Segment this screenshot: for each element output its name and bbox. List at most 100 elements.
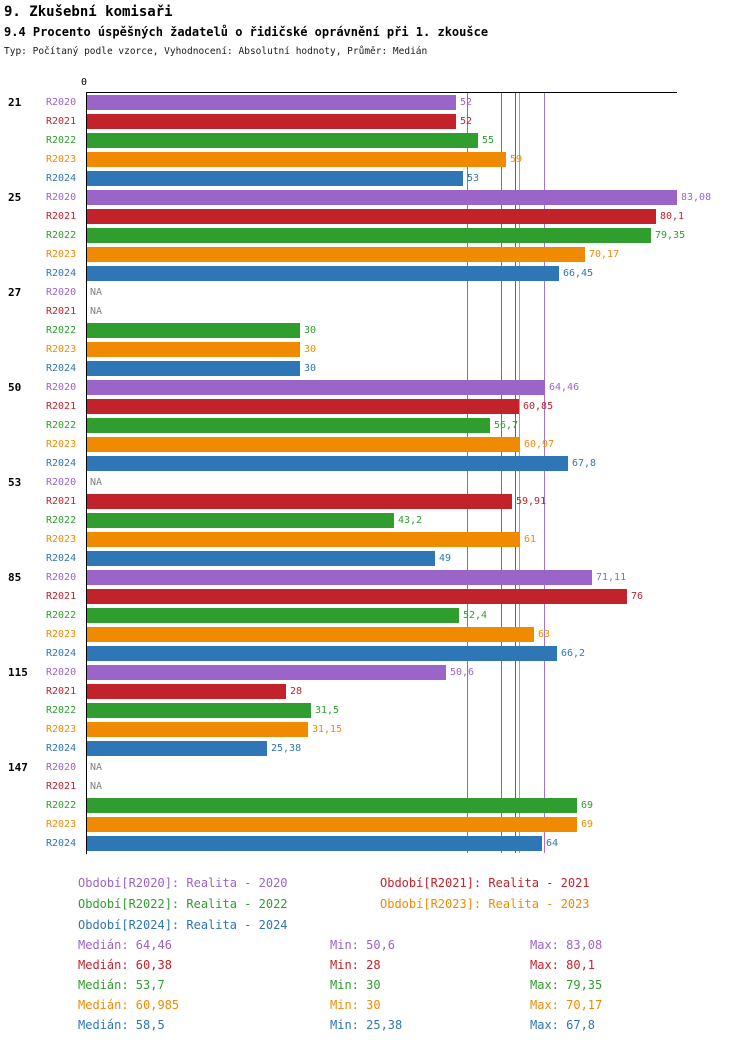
series-label-R2021: R2021 [46, 116, 77, 127]
value-label-147-R2024: 64 [546, 838, 559, 849]
na-value-label: NA [90, 477, 103, 488]
bar-53-R2021 [87, 494, 512, 509]
group-label-27: 27 [8, 286, 22, 299]
group-label-115: 115 [8, 666, 28, 679]
value-label-115-R2023: 31,15 [312, 724, 343, 735]
value-label-147-R2023: 69 [581, 819, 594, 830]
stat-min-2: Min: 30 [330, 978, 381, 992]
value-label-27-R2022: 30 [304, 325, 317, 336]
series-label-R2024: R2024 [46, 363, 77, 374]
chart-title: 9.4 Procento úspěšných žadatelů o řidičs… [4, 25, 489, 39]
bar-21-R2021 [87, 114, 456, 129]
group-label-147: 147 [8, 761, 28, 774]
bar-147-R2022 [87, 798, 577, 813]
value-label-85-R2024: 66,2 [561, 648, 586, 659]
x-axis-line [86, 92, 677, 93]
group-label-53: 53 [8, 476, 22, 489]
stat-max-2: Max: 79,35 [530, 978, 603, 992]
group-label-25: 25 [8, 191, 22, 204]
series-label-R2021: R2021 [46, 591, 77, 602]
bar-21-R2023 [87, 152, 506, 167]
bar-115-R2020 [87, 665, 446, 680]
stat-median-0: Medián: 64,46 [78, 938, 172, 952]
stat-max-1: Max: 80,1 [530, 958, 596, 972]
series-label-R2023: R2023 [46, 344, 77, 355]
value-label-115-R2022: 31,5 [315, 705, 340, 716]
value-label-27-R2023: 30 [304, 344, 317, 355]
value-label-115-R2020: 50,6 [450, 667, 475, 678]
series-label-R2020: R2020 [46, 477, 77, 488]
value-label-50-R2021: 60,85 [523, 401, 554, 412]
bar-50-R2023 [87, 437, 520, 452]
bar-85-R2021 [87, 589, 627, 604]
na-value-label: NA [90, 781, 103, 792]
axis-origin-label: 0 [81, 77, 88, 88]
bar-115-R2024 [87, 741, 267, 756]
series-label-R2021: R2021 [46, 781, 77, 792]
value-label-21-R2020: 52 [460, 97, 473, 108]
series-label-R2022: R2022 [46, 420, 77, 431]
value-label-50-R2023: 60,97 [524, 439, 555, 450]
series-label-R2021: R2021 [46, 306, 77, 317]
bar-85-R2023 [87, 627, 534, 642]
stat-min-0: Min: 50,6 [330, 938, 396, 952]
stat-min-1: Min: 28 [330, 958, 381, 972]
series-label-R2021: R2021 [46, 211, 77, 222]
value-label-27-R2024: 30 [304, 363, 317, 374]
value-label-53-R2023: 61 [524, 534, 537, 545]
na-value-label: NA [90, 287, 103, 298]
stat-min-3: Min: 30 [330, 998, 381, 1012]
series-label-R2022: R2022 [46, 515, 77, 526]
series-label-R2023: R2023 [46, 724, 77, 735]
value-label-85-R2020: 71,11 [596, 572, 627, 583]
value-label-115-R2021: 28 [290, 686, 303, 697]
value-label-25-R2023: 70,17 [589, 249, 620, 260]
legend-item-3: Období[R2023]: Realita - 2023 [380, 897, 590, 911]
bar-115-R2023 [87, 722, 308, 737]
bar-85-R2022 [87, 608, 459, 623]
value-label-115-R2024: 25,38 [271, 743, 302, 754]
bar-25-R2022 [87, 228, 651, 243]
value-label-25-R2020: 83,08 [681, 192, 712, 203]
value-label-53-R2024: 49 [439, 553, 452, 564]
stat-median-4: Medián: 58,5 [78, 1018, 165, 1032]
value-label-53-R2022: 43,2 [398, 515, 423, 526]
series-label-R2021: R2021 [46, 686, 77, 697]
value-label-50-R2024: 67,8 [572, 458, 597, 469]
legend-item-0: Období[R2020]: Realita - 2020 [78, 876, 288, 890]
value-label-21-R2022: 55 [482, 135, 495, 146]
bar-147-R2023 [87, 817, 577, 832]
series-label-R2022: R2022 [46, 610, 77, 621]
bar-21-R2022 [87, 133, 478, 148]
median-line-R2020 [544, 93, 545, 853]
bar-25-R2024 [87, 266, 559, 281]
bar-50-R2020 [87, 380, 545, 395]
value-label-25-R2022: 79,35 [655, 230, 686, 241]
series-label-R2022: R2022 [46, 230, 77, 241]
legend-item-2: Období[R2022]: Realita - 2022 [78, 897, 288, 911]
series-label-R2022: R2022 [46, 800, 77, 811]
bar-53-R2023 [87, 532, 520, 547]
value-label-147-R2022: 69 [581, 800, 594, 811]
series-label-R2023: R2023 [46, 439, 77, 450]
series-label-R2020: R2020 [46, 287, 77, 298]
bar-50-R2022 [87, 418, 490, 433]
series-label-R2022: R2022 [46, 135, 77, 146]
series-label-R2021: R2021 [46, 496, 77, 507]
bar-27-R2022 [87, 323, 300, 338]
series-label-R2022: R2022 [46, 705, 77, 716]
value-label-50-R2022: 56,7 [494, 420, 519, 431]
series-label-R2023: R2023 [46, 249, 77, 260]
series-label-R2023: R2023 [46, 154, 77, 165]
series-label-R2024: R2024 [46, 648, 77, 659]
median-line-R2021 [515, 93, 516, 853]
series-label-R2020: R2020 [46, 97, 77, 108]
stat-median-3: Medián: 60,985 [78, 998, 180, 1012]
series-label-R2023: R2023 [46, 629, 77, 640]
series-label-R2024: R2024 [46, 743, 77, 754]
y-axis-line [86, 92, 87, 854]
report-title: 9. Zkušební komisaři [4, 4, 173, 20]
stat-median-2: Medián: 53,7 [78, 978, 165, 992]
